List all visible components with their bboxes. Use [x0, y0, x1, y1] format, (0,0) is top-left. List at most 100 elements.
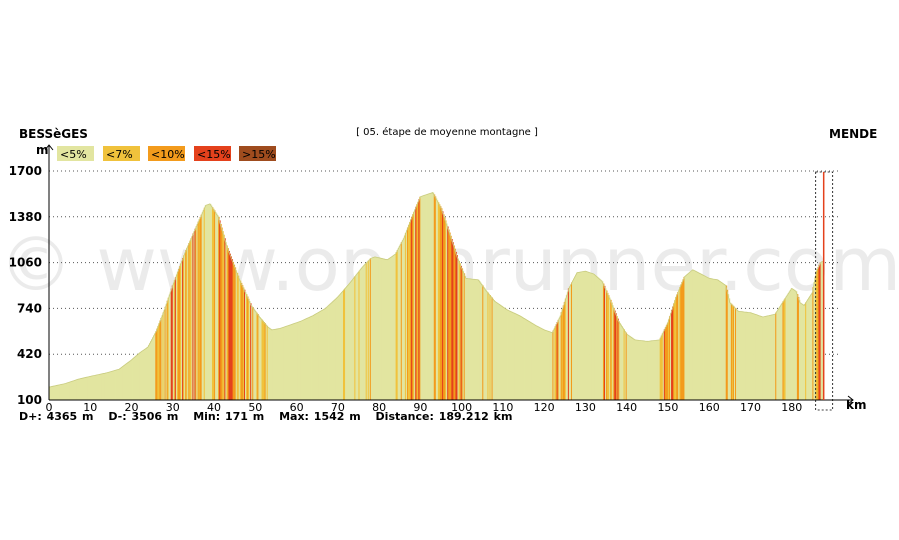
profile-strip — [328, 304, 330, 400]
profile-strip — [621, 326, 623, 400]
profile-strip — [487, 292, 489, 400]
profile-strip — [468, 278, 471, 400]
profile-strip — [665, 324, 668, 400]
profile-strip — [546, 330, 548, 400]
profile-strip — [141, 350, 144, 400]
profile-strip — [594, 274, 597, 400]
end-location-label: MENDE — [829, 127, 878, 141]
profile-strip — [331, 301, 334, 400]
profile-strip — [225, 241, 227, 400]
profile-strip — [376, 257, 378, 400]
profile-strip — [394, 254, 397, 400]
profile-strip — [174, 277, 177, 400]
profile-strip — [770, 315, 772, 400]
profile-strip — [208, 203, 211, 400]
profile-strip — [183, 255, 185, 400]
profile-strip — [623, 329, 626, 400]
profile-strip — [615, 313, 617, 400]
profile-strip — [520, 316, 522, 400]
profile-strip — [219, 220, 221, 400]
profile-strip — [127, 362, 129, 400]
profile-strip — [320, 310, 322, 400]
profile-strip — [356, 273, 358, 400]
profile-strip — [67, 382, 69, 400]
profile-strip — [372, 257, 375, 400]
profile-strip — [352, 278, 354, 400]
profile-strip — [180, 263, 182, 400]
profile-strip — [566, 291, 569, 400]
profile-strip — [306, 317, 309, 400]
legend-swatch — [57, 146, 94, 161]
profile-strip — [380, 258, 382, 400]
x-tick-label: 80 — [372, 401, 386, 414]
profile-strip — [565, 295, 568, 400]
profile-strip — [373, 256, 376, 400]
profile-strip — [134, 356, 137, 400]
profile-strip — [425, 194, 427, 400]
profile-strip — [739, 311, 741, 400]
profile-strip — [57, 385, 59, 400]
stat-d-plus: D+: 4365 m — [19, 410, 94, 423]
profile-strip — [291, 324, 293, 400]
profile-strip — [804, 303, 806, 400]
profile-strip — [763, 316, 766, 400]
legend-swatch — [148, 146, 185, 161]
profile-strip — [415, 206, 417, 400]
profile-strip — [119, 368, 121, 400]
profile-strip — [360, 268, 362, 400]
profile-strip — [483, 286, 485, 400]
profile-strip — [707, 277, 709, 400]
profile-strip — [313, 314, 315, 400]
profile-strip — [495, 301, 498, 400]
profile-strip — [459, 263, 461, 400]
profile-strip — [211, 207, 214, 400]
profile-strip — [121, 366, 123, 400]
profile-strip — [166, 300, 169, 400]
profile-strip — [217, 215, 219, 400]
profile-strip — [774, 314, 776, 400]
x-tick-label: 60 — [290, 401, 304, 414]
profile-strip — [409, 222, 411, 400]
profile-strip — [204, 205, 207, 400]
profile-strip — [817, 266, 819, 400]
profile-strip — [345, 287, 347, 400]
profile-strip — [93, 375, 95, 400]
profile-strip — [294, 323, 296, 400]
profile-strip — [137, 353, 140, 400]
profile-strip — [775, 312, 777, 400]
profile-strip — [343, 289, 345, 400]
profile-strip — [779, 306, 781, 400]
profile-strip — [798, 299, 801, 400]
profile-strip — [147, 347, 149, 400]
profile-strip — [129, 360, 131, 400]
profile-strip — [227, 248, 229, 400]
profile-strip — [271, 329, 274, 400]
profile-strip — [786, 294, 789, 400]
profile-strip — [273, 329, 276, 400]
profile-strip — [250, 303, 252, 400]
profile-strip — [656, 340, 659, 400]
profile-strip — [98, 374, 100, 400]
profile-strip — [659, 337, 662, 400]
profile-strip — [169, 291, 172, 400]
profile-strip — [481, 284, 483, 400]
profile-strip — [402, 238, 405, 400]
profile-strip — [209, 203, 212, 400]
profile-strip — [650, 340, 652, 400]
profile-strip — [72, 380, 75, 400]
profile-strip — [477, 279, 479, 400]
profile-strip — [607, 292, 609, 400]
profile-strip — [661, 333, 664, 400]
profile-strip — [496, 302, 499, 400]
profile-strip — [108, 371, 111, 400]
profile-strip — [551, 332, 553, 400]
profile-strip — [197, 221, 199, 400]
profile-strip — [759, 315, 762, 400]
profile-strip — [574, 276, 576, 400]
profile-strip — [167, 297, 170, 400]
profile-strip — [186, 247, 188, 400]
profile-strip — [359, 269, 361, 400]
stat-max: Max: 1542 m — [279, 410, 361, 423]
profile-strip — [381, 258, 383, 400]
